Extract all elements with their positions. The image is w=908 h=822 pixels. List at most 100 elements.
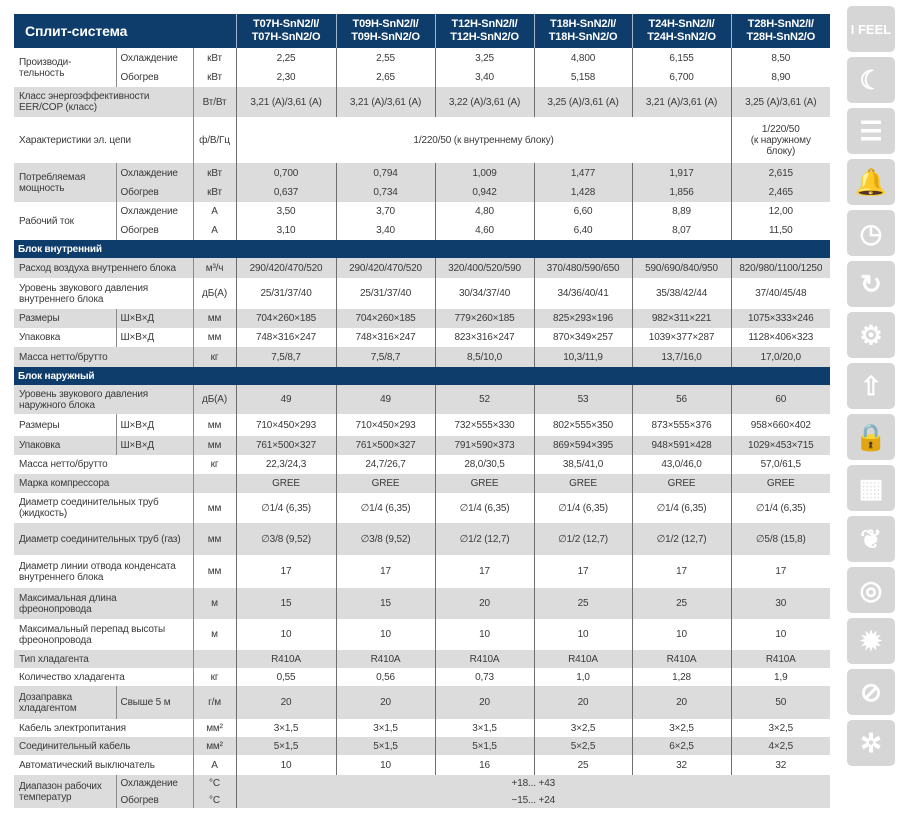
value-cell: 3×2,5 (631, 719, 732, 737)
table-row: Максимальный перепад высоты фреонопровод… (14, 619, 831, 650)
value-cell: 37/40/45/48 (730, 278, 831, 309)
value-cell: 3×1,5 (434, 719, 535, 737)
value-cell: GREE (631, 474, 732, 493)
value-cell: 870×349×257 (533, 328, 633, 347)
heat-arrow-icon: ⇧ (847, 363, 895, 409)
value-cell: 35/38/42/44 (631, 278, 732, 309)
row-label: Максимальная длина фреонопровода (14, 588, 193, 619)
row-unit: мм (192, 523, 237, 555)
value-cell: 1,0 (533, 668, 633, 686)
value-cell-span: +18... +43 (235, 775, 831, 792)
value-cell: 15 (335, 588, 436, 619)
value-cell: 5,158 (533, 68, 633, 87)
value-cell: 710×450×293 (235, 414, 337, 436)
value-cell: 3,40 (434, 68, 535, 87)
value-cell: 704×260×185 (235, 309, 337, 328)
row-unit: кВт (192, 183, 237, 202)
value-cell: 8,07 (631, 221, 732, 240)
value-cell: ∅1/2 (12,7) (533, 523, 633, 555)
value-cell: 25/31/37/40 (335, 278, 436, 309)
value-cell: 5×2,5 (533, 737, 633, 755)
row-sublabel: Охлаждение (115, 163, 193, 183)
value-cell: 3×2,5 (730, 719, 831, 737)
value-cell: ∅1/4 (6,35) (434, 493, 535, 523)
value-cell: 370/480/590/650 (533, 258, 633, 278)
model-header: T12H-SnN2/I/T12H-SnN2/O (434, 14, 535, 48)
value-cell: 823×316×247 (434, 328, 535, 347)
row-label: Размеры (14, 414, 116, 436)
table-row: Уровень звукового давления наружного бло… (14, 385, 831, 414)
value-cell: 6,60 (533, 202, 633, 221)
sound-signal-icon: 🔔 (847, 159, 895, 205)
row-label: Размеры (14, 309, 116, 328)
value-cell: 10 (335, 619, 436, 650)
value-cell: 7,5/8,7 (235, 347, 337, 367)
value-cell: ∅1/4 (6,35) (335, 493, 436, 523)
value-cell: 20 (434, 686, 535, 719)
row-unit: мм² (192, 737, 237, 755)
row-unit: мм (192, 436, 237, 455)
value-cell: 10 (533, 619, 633, 650)
value-cell: 20 (335, 686, 436, 719)
table-row: Уровень звукового давления внутреннего б… (14, 278, 831, 309)
value-cell: 12,00 (730, 202, 831, 221)
value-cell: GREE (434, 474, 535, 493)
value-cell: ∅1/4 (6,35) (730, 493, 831, 523)
row-unit: м³/ч (192, 258, 237, 278)
value-cell: 761×500×327 (235, 436, 337, 455)
model-header: T18H-SnN2/I/T18H-SnN2/O (533, 14, 633, 48)
value-cell: 5×1,5 (335, 737, 436, 755)
value-cell: 820/980/1100/1250 (730, 258, 831, 278)
row-label: Расход воздуха внутреннего блока (14, 258, 193, 278)
value-cell: 6,155 (631, 48, 732, 68)
value-cell: 290/420/470/520 (235, 258, 337, 278)
value-cell: 13,7/16,0 (631, 347, 732, 367)
table-row: Потребляемая мощность Охлаждение кВт 0,700 0… (14, 163, 831, 202)
value-cell: ∅3/8 (9,52) (335, 523, 436, 555)
value-cell: 1039×377×287 (631, 328, 732, 347)
value-cell: 1,28 (631, 668, 732, 686)
value-cell: 4×2,5 (730, 737, 831, 755)
anti-mold-icon: ⊘ (847, 669, 895, 715)
value-cell: 802×555×350 (533, 414, 633, 436)
value-cell: 3,70 (335, 202, 436, 221)
value-cell: 10,3/11,9 (533, 347, 633, 367)
table-row: Марка компрессора GREE GREE GREE GREE GREE GRE… (14, 474, 831, 493)
row-label: Масса нетто/брутто (14, 347, 193, 367)
self-diagnosis-icon: ⚙ (847, 312, 895, 358)
section-header: Блок наружный (14, 367, 831, 385)
8c-heating-icon: ✹ (847, 618, 895, 664)
row-label: Максимальный перепад высоты фреонопровод… (14, 619, 193, 650)
row-unit: °C (192, 792, 237, 808)
row-label: Характеристики эл. цепи (14, 117, 193, 163)
value-cell: 5×1,5 (235, 737, 337, 755)
value-cell: 17 (434, 555, 535, 588)
value-cell: 20 (533, 686, 633, 719)
value-cell: 17 (631, 555, 732, 588)
value-cell: 2,65 (335, 68, 436, 87)
value-cell: 3,40 (335, 221, 436, 240)
row-unit (192, 474, 237, 493)
value-cell: 958×660×402 (730, 414, 831, 436)
value-cell: GREE (533, 474, 633, 493)
row-unit: кг (192, 347, 237, 367)
air-flow-icon: ❦ (847, 516, 895, 562)
value-cell: ∅1/2 (12,7) (434, 523, 535, 555)
table-row: Тип хладагента R410A R410A R410A R410A R410A R… (14, 650, 831, 668)
table-row: Автоматический выключатель А 10 10 16 25 32 32 (14, 755, 831, 775)
value-cell: 10 (730, 619, 831, 650)
table-row: Масса нетто/брутто кг 7,5/8,7 7,5/8,7 8,5/10… (14, 347, 831, 367)
row-unit: кВт (192, 48, 237, 68)
value-cell: 3,25 (A)/3,61 (A) (533, 87, 633, 117)
on-off-watch-icon: ◎ (847, 567, 895, 613)
row-unit: кВт (192, 163, 237, 183)
row-label: Кабель электропитания (14, 719, 193, 737)
row-sublabel: Обогрев (115, 221, 193, 240)
value-cell: 57,0/61,5 (730, 455, 831, 474)
row-unit: мм (192, 493, 237, 523)
table-row: Диаметр соединительных труб (газ) мм ∅3/8 … (14, 523, 831, 555)
table-row: Упаковка Ш×В×Д мм 748×316×247 748×316×247 823… (14, 328, 831, 347)
value-cell: R410A (335, 650, 436, 668)
value-cell: 2,465 (730, 183, 831, 202)
value-cell: 3,10 (235, 221, 337, 240)
